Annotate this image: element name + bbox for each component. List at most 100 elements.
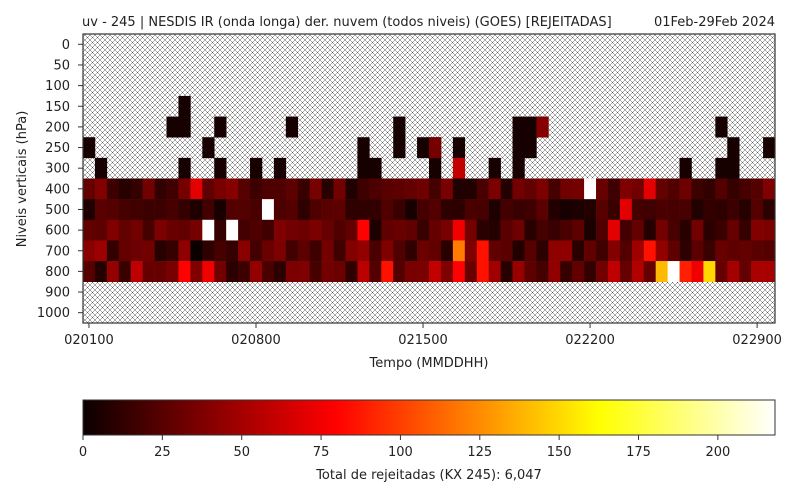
- heatmap-cell: [524, 261, 537, 283]
- heatmap-cell: [488, 240, 501, 262]
- heatmap-cell: [393, 261, 406, 283]
- x-axis-label: Tempo (MMDDHH): [369, 356, 489, 371]
- heatmap-cell: [178, 95, 191, 117]
- heatmap-cell: [273, 178, 287, 200]
- heatmap-cell: [512, 137, 525, 159]
- heatmap-cell: [357, 178, 370, 200]
- heatmap-cell: [405, 261, 418, 283]
- heatmap-cell: [238, 178, 251, 200]
- heatmap-cell: [727, 157, 740, 179]
- heatmap-cell: [345, 261, 358, 283]
- y-axis: 0 50 100 150 200 250 300 400 500 600 700 800 900 1000: [37, 38, 83, 321]
- heatmap-cell: [643, 240, 656, 262]
- heatmap-cell: [655, 219, 668, 241]
- heatmap-cell: [214, 178, 227, 200]
- heatmap-cell: [476, 219, 489, 241]
- heatmap-cell: [572, 199, 585, 221]
- heatmap-cell: [417, 240, 430, 262]
- x-tick-label: 020800: [231, 333, 281, 348]
- heatmap-cell: [166, 178, 179, 200]
- heatmap-cell: [464, 219, 478, 241]
- heatmap-cell: [190, 199, 203, 221]
- heatmap-cell: [130, 240, 143, 262]
- heatmap-cell: [178, 116, 191, 138]
- heatmap-cell: [512, 240, 525, 262]
- heatmap-cell: [524, 199, 537, 221]
- heatmap-cell: [357, 157, 370, 179]
- heatmap-cell: [727, 219, 740, 241]
- colorbar-tick-label: 175: [626, 445, 651, 460]
- heatmap-cell: [643, 219, 656, 241]
- heatmap-cell: [118, 240, 132, 262]
- heatmap-cell: [703, 178, 716, 200]
- y-tick-label: 300: [45, 162, 70, 177]
- heatmap-cell: [190, 261, 203, 283]
- heatmap-cell: [536, 240, 549, 262]
- heatmap-cell: [727, 240, 740, 262]
- heatmap-cell: [417, 261, 430, 283]
- heatmap-cell: [309, 199, 322, 221]
- heatmap-cell: [297, 240, 310, 262]
- heatmap-cell: [250, 240, 263, 262]
- heatmap-cell: [178, 178, 191, 200]
- heatmap-cell: [345, 199, 358, 221]
- heatmap-cell: [739, 178, 752, 200]
- heatmap-cell: [440, 219, 454, 241]
- heatmap-cell: [106, 261, 120, 283]
- heatmap-cell: [679, 199, 692, 221]
- heatmap-cell: [226, 199, 239, 221]
- heatmap-cell: [273, 261, 287, 283]
- heatmap-cell: [476, 261, 489, 283]
- y-axis-label: Niveis verticais (hPa): [15, 111, 30, 248]
- heatmap-cell: [214, 116, 227, 138]
- heatmap-cell: [369, 261, 382, 283]
- heatmap-cell: [190, 240, 203, 262]
- heatmap-cell: [285, 116, 299, 138]
- heatmap-cell: [154, 219, 167, 241]
- heatmap-cell: [560, 240, 573, 262]
- heatmap-cell: [763, 137, 776, 159]
- heatmap-cell: [369, 178, 382, 200]
- heatmap-cell: [238, 240, 251, 262]
- heatmap-cell: [679, 261, 692, 283]
- heatmap-cell: [178, 219, 191, 241]
- heatmap-cell: [226, 261, 239, 283]
- y-tick-label: 100: [45, 79, 70, 94]
- heatmap-cell: [309, 261, 322, 283]
- heatmap-cell: [118, 199, 132, 221]
- heatmap-cell: [429, 199, 442, 221]
- heatmap-cell: [763, 199, 776, 221]
- heatmap-cell: [679, 219, 692, 241]
- heatmap-cell: [202, 199, 215, 221]
- heatmap-cell: [500, 219, 513, 241]
- heatmap-cell: [619, 240, 633, 262]
- heatmap-cell: [202, 219, 215, 241]
- heatmap-cell: [643, 178, 656, 200]
- heatmap-cell: [166, 116, 179, 138]
- heatmap-cell: [464, 199, 478, 221]
- heatmap-cell: [429, 240, 442, 262]
- y-tick-label: 400: [45, 182, 70, 197]
- heatmap-cell: [464, 240, 478, 262]
- heatmap-cell: [464, 178, 478, 200]
- heatmap-cell: [596, 199, 609, 221]
- heatmap-cell: [238, 199, 251, 221]
- heatmap-cell: [572, 261, 585, 283]
- heatmap-cell: [178, 261, 191, 283]
- heatmap-cell: [94, 157, 108, 179]
- heatmap-cell: [226, 178, 239, 200]
- colorbar-label: Total de rejeitadas (KX 245): 6,047: [315, 468, 542, 483]
- heatmap-cell: [178, 240, 191, 262]
- heatmap-cell: [285, 219, 299, 241]
- heatmap-cell: [476, 199, 489, 221]
- heatmap-cell: [607, 178, 621, 200]
- heatmap-cell: [250, 178, 263, 200]
- heatmap-cell: [584, 240, 597, 262]
- heatmap-cell: [106, 219, 120, 241]
- heatmap-cell: [631, 219, 645, 241]
- y-tick-label: 250: [45, 141, 70, 156]
- heatmap-cell: [297, 178, 310, 200]
- heatmap-cell: [309, 240, 322, 262]
- heatmap-cell: [512, 219, 525, 241]
- heatmap-cell: [548, 261, 561, 283]
